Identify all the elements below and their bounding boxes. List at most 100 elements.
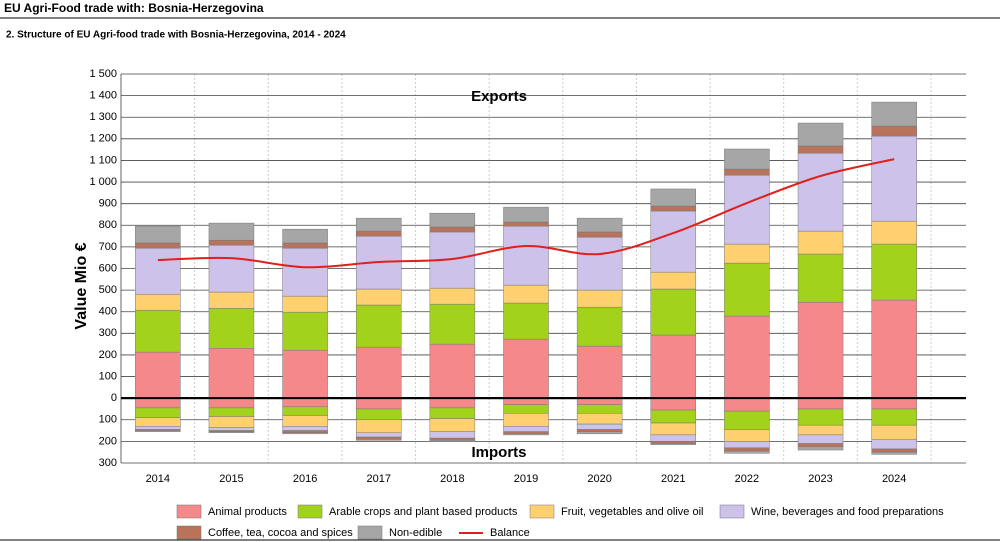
export-bar xyxy=(871,220,917,245)
export-bar xyxy=(650,210,697,273)
export-bar xyxy=(429,343,476,399)
export-bar xyxy=(135,242,181,249)
import-bar xyxy=(724,450,770,454)
export-bar xyxy=(208,291,255,309)
export-bar xyxy=(208,244,255,293)
y-tick-label: 1 200 xyxy=(89,133,117,145)
export-bar xyxy=(135,309,181,353)
export-bar xyxy=(135,247,181,295)
export-bar xyxy=(503,206,549,223)
legend-swatch xyxy=(176,504,202,519)
import-bar xyxy=(503,431,549,435)
export-bar xyxy=(135,351,181,399)
export-bar xyxy=(429,212,476,228)
export-bar xyxy=(355,346,402,399)
import-bar xyxy=(429,407,476,419)
import-bar xyxy=(355,432,402,438)
import-bar xyxy=(797,434,844,444)
export-bar xyxy=(503,221,549,227)
import-bar xyxy=(724,447,770,452)
import-bar xyxy=(429,440,476,442)
chart-title: 2. Structure of EU Agri-food trade with … xyxy=(6,30,346,41)
y-tick-label: 800 xyxy=(99,219,117,231)
export-bar xyxy=(503,338,549,399)
export-bar xyxy=(429,226,476,233)
export-bar xyxy=(871,125,917,137)
import-bar xyxy=(724,410,770,430)
export-bar xyxy=(797,301,844,399)
x-tick-label: 2022 xyxy=(735,473,759,485)
export-bar xyxy=(355,288,402,306)
export-bar xyxy=(282,295,328,313)
y-axis-label: Value Mio € xyxy=(73,242,90,329)
x-tick-label: 2019 xyxy=(514,473,538,485)
x-tick-label: 2020 xyxy=(587,473,611,485)
import-bar xyxy=(208,431,255,433)
y-tick-label: 1 500 xyxy=(89,68,117,80)
export-bar xyxy=(282,242,328,249)
export-bar xyxy=(797,122,844,147)
balance-line xyxy=(157,158,895,269)
y-tick-label: 100 xyxy=(99,370,117,382)
export-bar xyxy=(871,101,917,127)
import-bar xyxy=(282,397,328,408)
import-bar xyxy=(135,430,181,432)
export-bar xyxy=(208,308,255,349)
export-bar xyxy=(871,299,917,399)
y-tick-label: 200 xyxy=(99,435,117,447)
x-tick-label: 2023 xyxy=(808,473,832,485)
y-tick-label: 1 300 xyxy=(89,111,117,123)
export-bar xyxy=(576,217,623,233)
legend-swatch xyxy=(297,504,323,519)
export-bar xyxy=(650,205,697,212)
import-bar xyxy=(871,424,917,440)
export-bar xyxy=(576,345,623,399)
export-bar xyxy=(282,311,328,351)
legend-label: Arable crops and plant based products xyxy=(329,506,518,518)
legend-label: Wine, beverages and food preparations xyxy=(751,506,944,518)
y-tick-label: 300 xyxy=(99,457,117,469)
legend-swatch xyxy=(719,504,745,519)
legend-label: Non-edible xyxy=(389,527,442,539)
import-bar xyxy=(797,424,844,436)
export-bar xyxy=(208,239,255,246)
page-header: EU Agri-Food trade with: Bosnia-Herzegov… xyxy=(4,1,264,15)
export-bar xyxy=(135,225,181,244)
import-bar xyxy=(282,430,328,433)
export-bar xyxy=(724,243,770,264)
import-bar xyxy=(355,408,402,421)
x-tick-label: 2024 xyxy=(882,473,906,485)
import-bar xyxy=(797,446,844,451)
export-bar xyxy=(282,247,328,297)
import-bar xyxy=(871,448,917,453)
export-bar xyxy=(724,262,770,317)
y-tick-label: 0 xyxy=(111,392,117,404)
import-bar xyxy=(355,397,402,410)
export-bar xyxy=(650,334,697,399)
export-bar xyxy=(576,231,623,238)
import-bar xyxy=(282,415,328,427)
legend-label: Fruit, vegetables and olive oil xyxy=(561,506,703,518)
import-bar xyxy=(282,432,328,435)
import-bar xyxy=(355,436,402,440)
import-bar xyxy=(282,426,328,431)
y-tick-label: 400 xyxy=(99,306,117,318)
import-bar xyxy=(503,433,549,436)
import-bar xyxy=(576,413,623,425)
import-bar xyxy=(797,397,844,410)
import-bar xyxy=(135,397,181,409)
import-bar xyxy=(650,443,697,445)
legend-swatch xyxy=(529,504,555,519)
export-bar xyxy=(282,228,328,244)
import-bar xyxy=(724,441,770,449)
export-bar xyxy=(135,293,181,311)
export-bar xyxy=(503,284,549,304)
legend-label: Coffee, tea, cocoa and spices xyxy=(208,527,353,539)
y-tick-label: 500 xyxy=(99,284,117,296)
export-bar xyxy=(871,135,917,222)
import-bar xyxy=(282,406,328,416)
export-bar xyxy=(724,148,770,170)
x-tick-label: 2016 xyxy=(293,473,317,485)
export-bar xyxy=(576,306,623,347)
import-bar xyxy=(429,418,476,432)
